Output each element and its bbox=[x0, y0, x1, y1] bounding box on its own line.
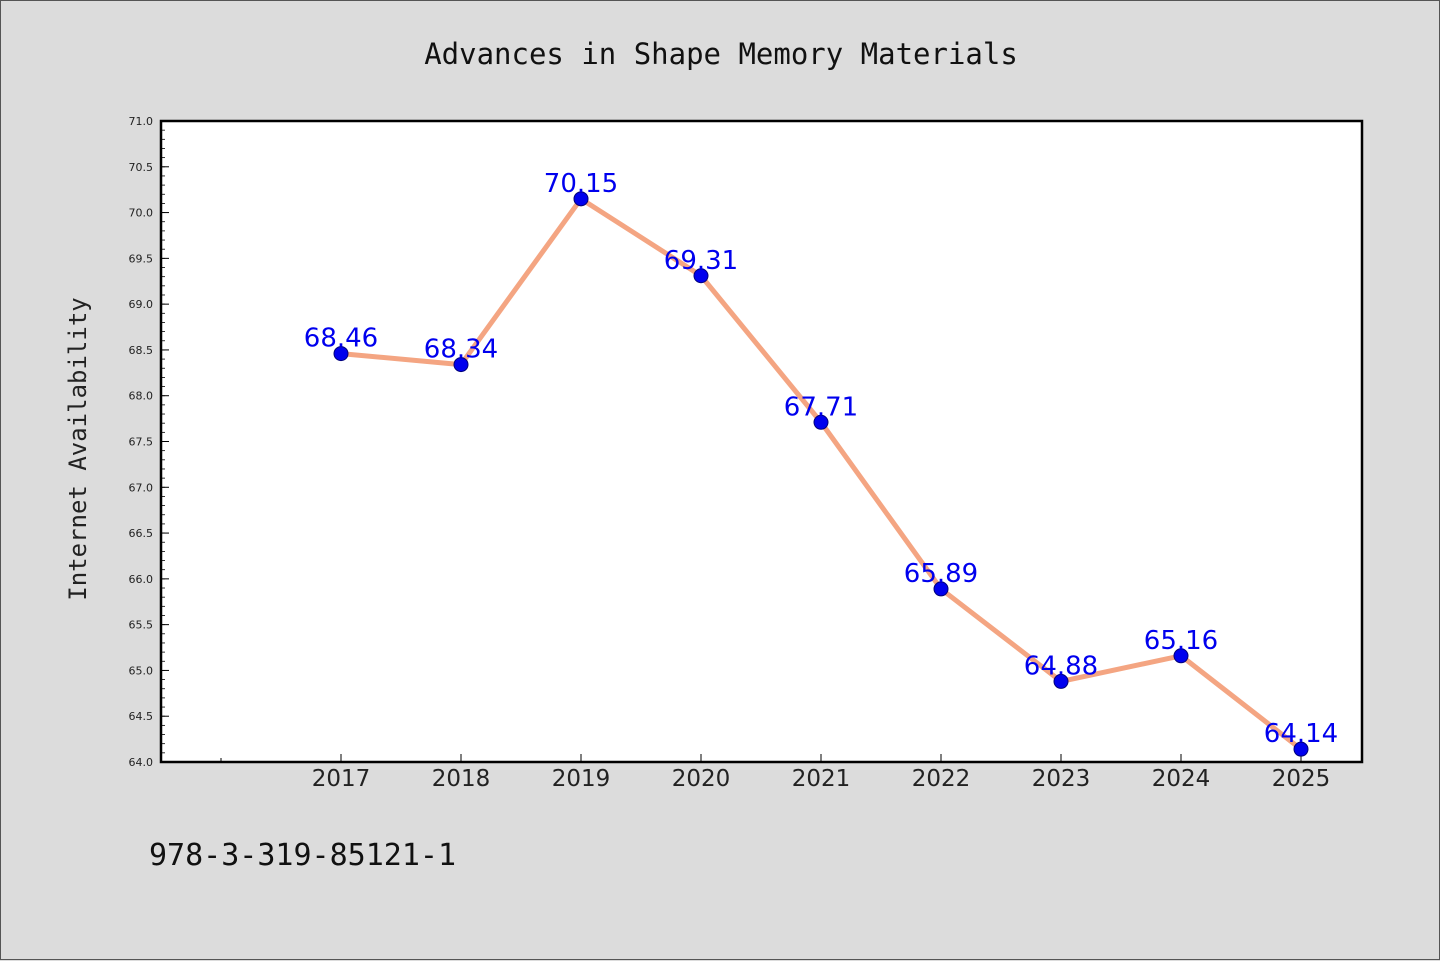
isbn-text: 978-3-319-85121-1 bbox=[149, 838, 456, 873]
y-tick-label: 67.0 bbox=[129, 481, 154, 494]
x-tick-label: 2017 bbox=[312, 766, 371, 792]
data-label: 65.16 bbox=[1144, 626, 1218, 656]
data-point bbox=[813, 414, 829, 430]
data-label: 64.14 bbox=[1264, 719, 1338, 749]
plot-area bbox=[159, 119, 1364, 764]
y-tick-label: 66.0 bbox=[129, 573, 154, 586]
y-tick-label: 64.5 bbox=[129, 710, 154, 723]
data-label: 68.46 bbox=[304, 324, 378, 354]
y-tick-label: 70.5 bbox=[129, 161, 154, 174]
x-axis: 2017 2018 2019 2020 2021 2022 2023 2024 2025 bbox=[220, 754, 1331, 792]
x-tick-label: 2024 bbox=[1152, 766, 1211, 792]
data-label-group: 68.46 68.34 70.15 69.31 67.71 65.89 64.88 65.16… bbox=[304, 169, 1338, 749]
y-tick-label: 68.0 bbox=[129, 390, 154, 403]
data-label: 64.88 bbox=[1024, 651, 1098, 681]
data-label: 65.89 bbox=[904, 559, 978, 589]
data-point bbox=[693, 268, 709, 284]
x-tick-label: 2018 bbox=[432, 766, 491, 792]
chart-title: Advances in Shape Memory Materials bbox=[424, 37, 1018, 71]
y-axis-label: Internet Availability bbox=[64, 297, 92, 600]
y-tick-label: 65.5 bbox=[129, 619, 154, 632]
series-line-group bbox=[333, 191, 1309, 757]
data-point bbox=[333, 346, 349, 362]
data-point bbox=[573, 191, 589, 207]
data-label: 68.34 bbox=[424, 335, 498, 365]
y-tick-label: 64.0 bbox=[129, 756, 154, 769]
data-point bbox=[1293, 741, 1309, 757]
y-tick-label: 70.0 bbox=[129, 207, 154, 220]
y-axis: 64.0 64.5 65.0 65.5 66.0 66.5 67.0 67.5 68.0 68.5… bbox=[129, 115, 169, 769]
data-point bbox=[933, 581, 949, 597]
data-point bbox=[453, 357, 469, 373]
data-point bbox=[1173, 648, 1189, 664]
x-tick-label: 2022 bbox=[912, 766, 971, 792]
data-point bbox=[1053, 673, 1069, 689]
y-tick-label: 66.5 bbox=[129, 527, 154, 540]
y-tick-label: 68.5 bbox=[129, 344, 154, 357]
y-tick-label: 69.5 bbox=[129, 252, 154, 265]
data-label: 67.71 bbox=[784, 392, 858, 422]
x-tick-label: 2023 bbox=[1032, 766, 1091, 792]
y-tick-label: 71.0 bbox=[129, 115, 154, 128]
x-tick-label: 2020 bbox=[672, 766, 731, 792]
data-label: 69.31 bbox=[664, 246, 738, 276]
x-tick-label: 2019 bbox=[552, 766, 611, 792]
x-tick-label: 2021 bbox=[792, 766, 851, 792]
y-tick-label: 69.0 bbox=[129, 298, 154, 311]
data-label: 70.15 bbox=[544, 169, 618, 199]
y-tick-label: 65.0 bbox=[129, 664, 154, 677]
y-tick-label: 67.5 bbox=[129, 436, 154, 449]
x-tick-label: 2025 bbox=[1272, 766, 1331, 792]
